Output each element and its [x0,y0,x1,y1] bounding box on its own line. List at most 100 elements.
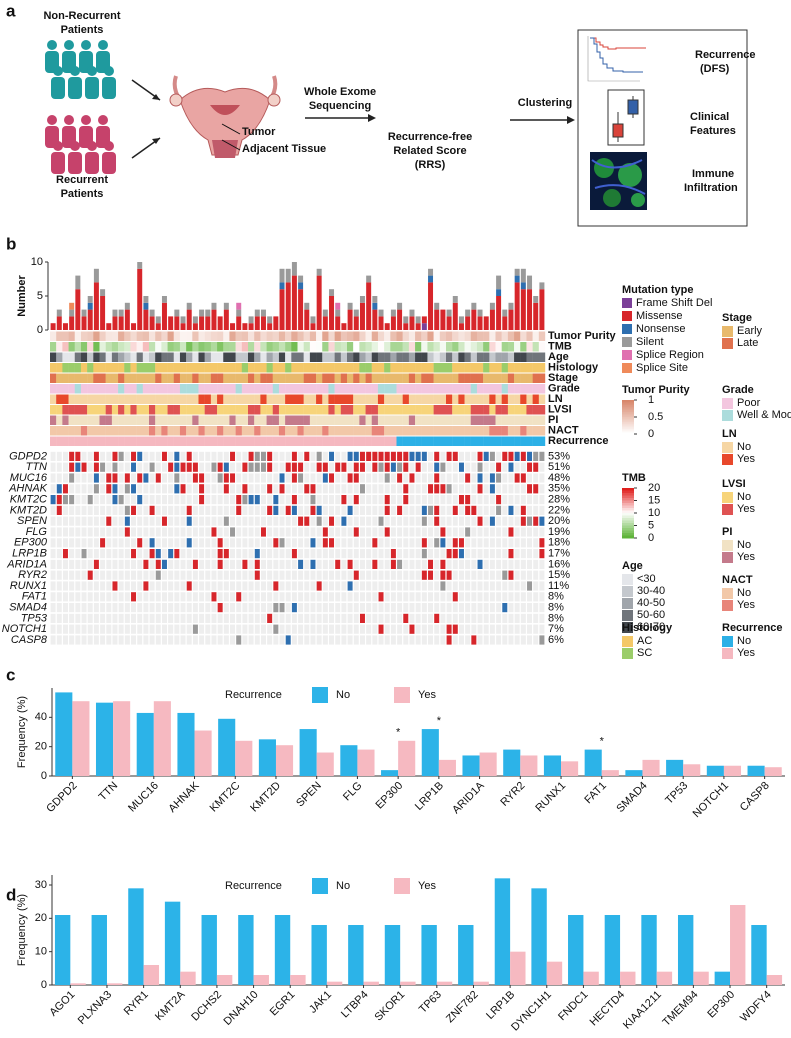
cell-bg [211,516,217,526]
mutation-cell [242,462,248,472]
cell-bg [471,570,477,580]
legend-label: Early [737,325,763,337]
track-cell [229,373,236,383]
y-axis-label: Frequency (%) [16,894,28,966]
cell-bg [471,581,477,591]
y-axis-label: Frequency (%) [16,696,28,768]
track-cell [532,342,540,352]
cell-bg [75,527,81,537]
track-cell [452,373,459,383]
track-cell [124,405,131,415]
track-cell [390,384,397,394]
cell-bg [508,495,514,505]
bar-segment [143,302,149,310]
mutation-cell [131,462,137,472]
track-cell [198,384,205,394]
cell-bg [539,613,545,623]
cell-bg [217,613,223,623]
cell-bg [428,473,434,483]
mutation-cell [291,473,297,483]
track-cell [136,331,144,341]
track-cell [210,342,218,352]
cell-bg [496,538,502,548]
cell-bg [341,592,347,602]
bar-segment [304,302,310,310]
person-body [51,77,65,99]
mutation-cell [440,570,446,580]
cell-bg [415,505,421,515]
cell-bg [403,538,409,548]
track-cell [186,436,193,446]
track-cell [328,342,335,352]
cell-bg [329,505,335,515]
track-cell [377,331,385,341]
cell-bg [81,527,87,537]
cell-bg [341,570,347,580]
cell-bg [267,516,273,526]
track-cell [421,426,428,436]
cell-bg [75,505,81,515]
cell-bg [390,495,396,505]
track-cell [179,384,187,394]
cell-bg [242,505,248,515]
cell-bg [260,484,266,494]
step-label: Whole Exome [304,86,376,98]
cell-bg [230,624,236,634]
mutation-cell [378,592,384,602]
mutation-cell [131,484,137,494]
track-cell [347,436,354,446]
bar-segment [397,309,403,330]
track-cell [458,363,465,373]
cell-bg [489,624,495,634]
mutation-cell [273,505,279,515]
cell-bg [174,495,180,505]
cell-bg [236,451,242,461]
mutation-cell [316,516,322,526]
cell-bg [428,592,434,602]
track-cell [340,342,348,352]
gene-label: NOTCH1 [2,623,47,635]
cell-bg [428,451,434,461]
cell-bg [514,592,520,602]
cell-bg [75,473,81,483]
track-cell [377,415,385,425]
track-cell [421,394,428,404]
mutation-cell [316,462,322,472]
track-cell [254,363,261,373]
track-cell [198,342,205,352]
track-cell [303,405,311,415]
track-cell [111,394,119,404]
cell-bg [415,570,421,580]
track-cell [532,394,540,404]
cell-bg [347,635,353,645]
track-label: Tumor Purity [548,330,617,342]
gene-label: EP300 [14,537,48,549]
track-cell [272,415,280,425]
cell-bg [230,549,236,559]
track-cell [446,415,453,425]
cell-bg [248,581,254,591]
track-cell [161,363,168,373]
cell-bg [539,473,545,483]
track-cell [204,331,212,341]
cell-bg [415,635,421,645]
track-cell [142,384,150,394]
mutation-cell [446,484,452,494]
track-label: LVSI [548,404,572,416]
cell-bg [353,603,359,613]
cell-bg [390,516,396,526]
track-cell [340,384,348,394]
legend-swatch [722,540,733,551]
cell-bg [62,516,68,526]
cell-bg [316,549,322,559]
cell-bg [397,635,403,645]
track-cell [384,352,391,362]
gene-label: ARID1A [6,558,47,570]
cell-bg [489,495,495,505]
cell-bg [366,538,372,548]
track-cell [248,384,255,394]
bar-segment [174,316,180,330]
track-cell [483,331,490,341]
track-cell [353,363,360,373]
cell-bg [75,549,81,559]
